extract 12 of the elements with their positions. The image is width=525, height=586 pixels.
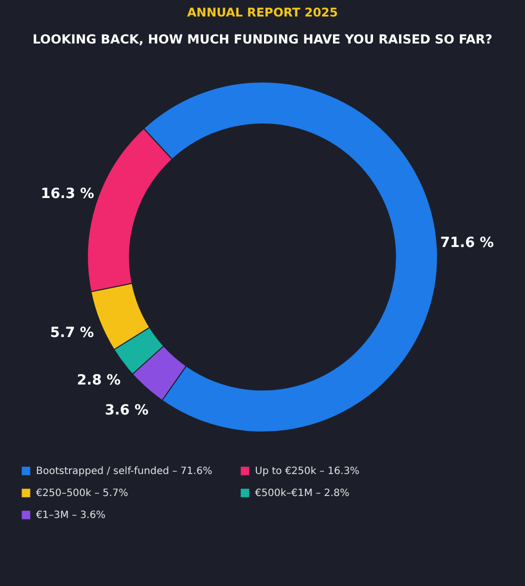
chart-subtitle: LOOKING BACK, HOW MUCH FUNDING HAVE YOU RAISED SO FAR?: [32, 32, 492, 46]
chart-title: ANNUAL REPORT 2025: [187, 6, 338, 20]
legend-label: €250–500k – 5.7%: [36, 488, 128, 499]
data-label: 3.6 %: [104, 402, 149, 419]
data-label: 71.6 %: [440, 235, 494, 252]
legend-label: €1–3M – 3.6%: [36, 510, 106, 521]
data-label: 5.7 %: [50, 324, 94, 341]
legend-label: Up to €250k – 16.3%: [255, 466, 360, 477]
data-label: 16.3 %: [40, 186, 94, 202]
legend-label: Bootstrapped / self-funded – 71.6%: [36, 466, 212, 477]
data-label: 2.8 %: [76, 372, 121, 388]
legend-label: €500k–€1M – 2.8%: [255, 488, 350, 499]
